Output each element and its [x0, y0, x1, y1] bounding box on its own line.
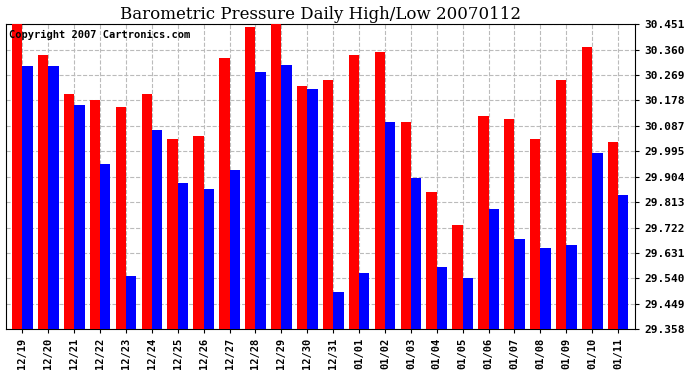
Bar [400, 122, 411, 329]
Bar [582, 47, 592, 329]
Bar [204, 189, 214, 329]
Bar [566, 245, 577, 329]
Text: Copyright 2007 Cartronics.com: Copyright 2007 Cartronics.com [9, 30, 190, 40]
Bar [592, 153, 602, 329]
Bar [333, 292, 344, 329]
Bar [359, 273, 369, 329]
Bar [90, 100, 100, 329]
Bar [540, 248, 551, 329]
Bar [530, 139, 540, 329]
Bar [515, 239, 525, 329]
Bar [22, 66, 32, 329]
Bar [307, 88, 317, 329]
Bar [116, 107, 126, 329]
Bar [168, 139, 178, 329]
Bar [38, 55, 48, 329]
Bar [48, 66, 59, 329]
Bar [282, 65, 292, 329]
Bar [100, 164, 110, 329]
Title: Barometric Pressure Daily High/Low 20070112: Barometric Pressure Daily High/Low 20070… [120, 6, 521, 22]
Bar [426, 192, 437, 329]
Bar [152, 130, 162, 329]
Bar [375, 52, 385, 329]
Bar [411, 178, 421, 329]
Bar [255, 72, 266, 329]
Bar [12, 24, 22, 329]
Bar [245, 27, 255, 329]
Bar [504, 119, 515, 329]
Bar [193, 136, 204, 329]
Bar [323, 80, 333, 329]
Bar [219, 58, 230, 329]
Bar [230, 170, 240, 329]
Bar [141, 94, 152, 329]
Bar [64, 94, 75, 329]
Bar [75, 105, 85, 329]
Bar [297, 86, 307, 329]
Bar [453, 225, 463, 329]
Bar [489, 209, 499, 329]
Bar [271, 24, 282, 329]
Bar [126, 276, 137, 329]
Bar [463, 278, 473, 329]
Bar [178, 183, 188, 329]
Bar [478, 117, 489, 329]
Bar [556, 80, 566, 329]
Bar [385, 122, 395, 329]
Bar [608, 142, 618, 329]
Bar [618, 195, 629, 329]
Bar [348, 55, 359, 329]
Bar [437, 267, 447, 329]
